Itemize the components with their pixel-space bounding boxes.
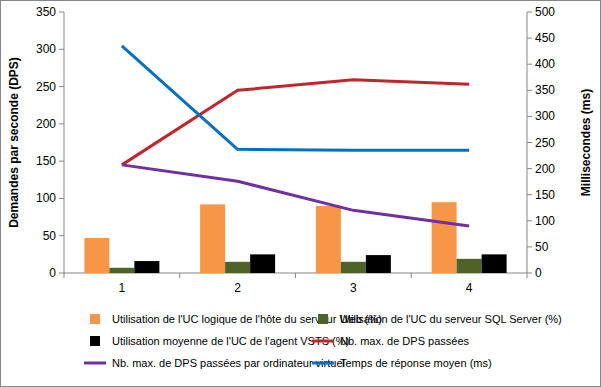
legend-entry: Utilisation moyenne de l'UC de l'agent V… [90,335,349,347]
y2-tick [527,38,532,39]
bar [366,255,391,273]
legend-swatch [90,314,100,324]
bar [225,262,250,273]
line [122,46,469,150]
y-tick [59,273,64,274]
legend-entry: Nb. max. de DPS passées [312,335,470,347]
y-tick [59,86,64,87]
bar [316,206,341,273]
bar [84,238,109,273]
legend-label: Nb. max. de DPS passées par ordinateur v… [112,357,345,369]
legend-entry: Utilisation de l'UC logique de l'hôte du… [90,313,382,325]
bar [341,262,366,273]
y-tick [59,12,64,13]
y2-tick-label: 200 [535,162,555,176]
bar [432,202,457,273]
legend-label: Temps de réponse moyen (ms) [340,357,492,369]
y2-tick-label: 0 [535,266,542,280]
legend-label: Utilisation de l'UC du serveur SQL Serve… [340,313,562,325]
x-tick [64,273,65,278]
bar [482,254,507,273]
y2-tick [527,168,532,169]
y2-tick [527,116,532,117]
legend-swatch [90,336,100,346]
chart: 0501001502002503003500501001502002503003… [0,0,601,387]
bar [457,259,482,273]
bar [200,204,225,273]
bar [134,261,159,273]
y-tick [59,235,64,236]
legend-swatch [312,362,334,365]
y2-tick-label: 100 [535,214,555,228]
y-tick-label: 100 [36,191,56,205]
y2-axis-title: Millisecondes (ms) [579,89,593,196]
x-tick-label: 4 [466,281,473,295]
x-tick [179,273,180,278]
y2-tick-label: 150 [535,188,555,202]
x-tick [527,273,528,278]
x-tick-label: 1 [119,281,126,295]
legend-entry: Utilisation de l'UC du serveur SQL Serve… [318,313,562,325]
y2-tick-label: 350 [535,83,555,97]
y-tick [59,123,64,124]
y2-tick [527,194,532,195]
y2-tick-label: 450 [535,31,555,45]
y2-tick-label: 300 [535,109,555,123]
y2-tick [527,273,532,274]
legend-swatch [84,362,106,365]
y-tick-label: 50 [43,229,57,243]
y2-tick-label: 500 [535,5,555,19]
x-tick-label: 2 [234,281,241,295]
y2-tick [527,220,532,221]
bar [250,254,275,273]
x-tick-label: 3 [350,281,357,295]
y-tick-label: 300 [36,42,56,56]
x-tick [295,273,296,278]
bar [109,268,134,273]
y2-tick [527,64,532,65]
y-axis-title: Demandes par seconde (DPS) [7,57,21,228]
y2-tick [527,142,532,143]
y2-tick-label: 400 [535,57,555,71]
y-tick-label: 350 [36,5,56,19]
legend-entry: Nb. max. de DPS passées par ordinateur v… [84,357,345,369]
y2-tick [527,12,532,13]
y-tick [59,161,64,162]
chart-border [1,1,601,387]
legend-label: Utilisation moyenne de l'UC de l'agent V… [112,335,349,347]
y2-tick-label: 50 [535,240,549,254]
y-tick-label: 150 [36,154,56,168]
y-axis [64,12,65,273]
legend-label: Nb. max. de DPS passées [340,335,470,347]
y-tick [59,198,64,199]
y2-tick-label: 250 [535,136,555,150]
line [122,165,469,226]
legend-swatch [312,340,334,343]
x-tick [411,273,412,278]
y2-tick [527,246,532,247]
y-tick-label: 200 [36,117,56,131]
legend-entry: Temps de réponse moyen (ms) [312,357,492,369]
y-tick-label: 0 [49,266,56,280]
plot-marks [84,46,506,273]
y2-tick [527,90,532,91]
y-tick [59,49,64,50]
y-tick-label: 250 [36,80,56,94]
legend-swatch [318,314,328,324]
